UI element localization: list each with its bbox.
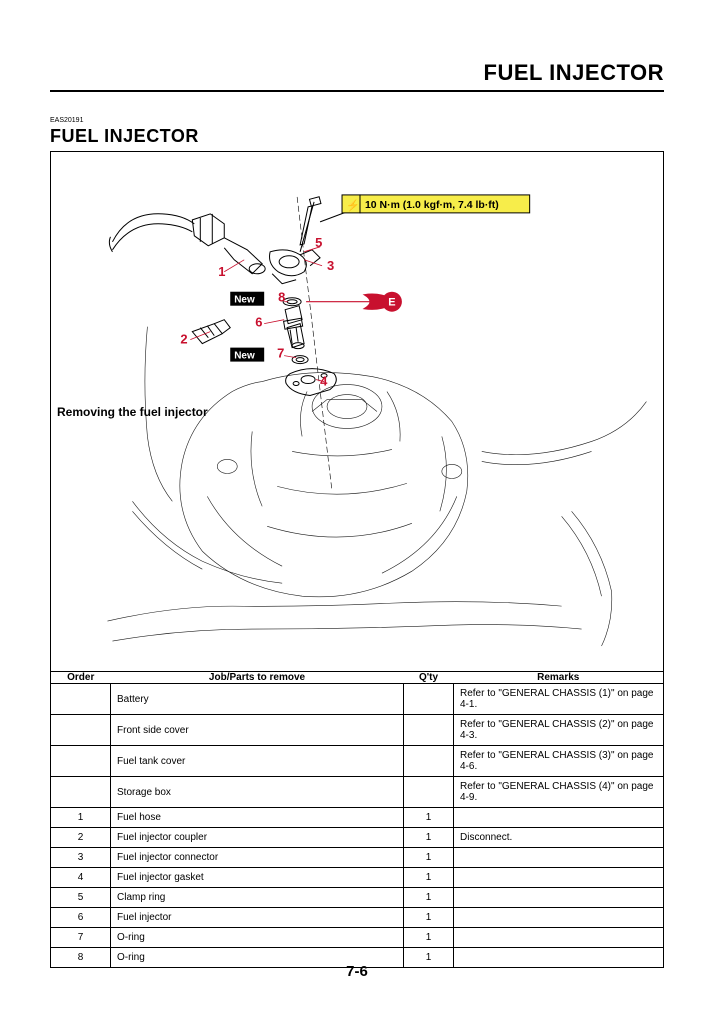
cell-order: 6 xyxy=(51,908,111,928)
cell-order xyxy=(51,684,111,715)
col-header-qty: Q'ty xyxy=(404,672,454,684)
cell-qty: 1 xyxy=(404,868,454,888)
cell-remarks xyxy=(454,908,664,928)
cell-job: Storage box xyxy=(111,777,404,808)
page: FUEL INJECTOR EAS20191 FUEL INJECTOR Rem… xyxy=(0,0,714,1010)
cell-order: 3 xyxy=(51,848,111,868)
section-title: FUEL INJECTOR xyxy=(50,126,664,147)
cell-job: Fuel injector xyxy=(111,908,404,928)
table-row: 3Fuel injector connector1 xyxy=(51,848,664,868)
cell-remarks xyxy=(454,868,664,888)
cell-job: Battery xyxy=(111,684,404,715)
engine-outline xyxy=(107,327,646,646)
cell-qty: 1 xyxy=(404,928,454,948)
cell-qty: 1 xyxy=(404,908,454,928)
coupler-drawing xyxy=(192,320,230,344)
cell-order: 5 xyxy=(51,888,111,908)
cell-remarks xyxy=(454,848,664,868)
cell-order: 7 xyxy=(51,928,111,948)
cell-job: O-ring xyxy=(111,928,404,948)
svg-text:⚡: ⚡ xyxy=(346,199,360,212)
table-row: Fuel tank cover Refer to "GENERAL CHASSIS… xyxy=(51,746,664,777)
cell-order xyxy=(51,746,111,777)
cell-qty: 1 xyxy=(404,828,454,848)
table-row: Storage box Refer to "GENERAL CHASSIS (4)… xyxy=(51,777,664,808)
cell-order: 4 xyxy=(51,868,111,888)
cell-qty: 1 xyxy=(404,808,454,828)
table-row: Front side cover Refer to "GENERAL CHASSI… xyxy=(51,715,664,746)
main-content-table: Removing the fuel injector ⚡ 10 N·m (1.0… xyxy=(50,151,664,968)
table-header-row: Order Job/Parts to remove Q'ty Remarks xyxy=(51,672,664,684)
cell-order: 1 xyxy=(51,808,111,828)
cell-order xyxy=(51,777,111,808)
connector-cluster xyxy=(270,250,321,284)
callout-number-3: 3 xyxy=(327,258,334,273)
cell-job: Fuel injector gasket xyxy=(111,868,404,888)
cell-remarks xyxy=(454,888,664,908)
table-row: 1Fuel hose1 xyxy=(51,808,664,828)
new-tag: New xyxy=(230,348,264,362)
cell-qty: 1 xyxy=(404,848,454,868)
cell-remarks xyxy=(454,928,664,948)
table-row: 2Fuel injector coupler1Disconnect. xyxy=(51,828,664,848)
callout-number-4: 4 xyxy=(320,374,328,389)
col-header-remarks: Remarks xyxy=(454,672,664,684)
cell-remarks: Refer to "GENERAL CHASSIS (3)" on page 4… xyxy=(454,746,664,777)
header-rule xyxy=(50,90,664,92)
callout-number-1: 1 xyxy=(218,264,225,279)
callout-number-2: 2 xyxy=(180,332,187,347)
table-row: 4Fuel injector gasket1 xyxy=(51,868,664,888)
cell-job: Fuel injector connector xyxy=(111,848,404,868)
cell-order xyxy=(51,715,111,746)
cell-qty xyxy=(404,715,454,746)
callout-number-8: 8 xyxy=(278,290,285,305)
cell-remarks: Refer to "GENERAL CHASSIS (2)" on page 4… xyxy=(454,715,664,746)
cell-order: 2 xyxy=(51,828,111,848)
cell-remarks xyxy=(454,808,664,828)
document-code: EAS20191 xyxy=(50,117,664,124)
table-row: Battery Refer to "GENERAL CHASSIS (1)" on… xyxy=(51,684,664,715)
diagram-cell: Removing the fuel injector ⚡ 10 N·m (1.0… xyxy=(51,152,664,672)
cell-job: Fuel injector coupler xyxy=(111,828,404,848)
torque-callout: ⚡ 10 N·m (1.0 kgf·m, 7.4 lb·ft) xyxy=(320,195,530,222)
cell-job: Fuel hose xyxy=(111,808,404,828)
torque-spec-text: 10 N·m (1.0 kgf·m, 7.4 lb·ft) xyxy=(365,200,499,211)
page-header-title: FUEL INJECTOR xyxy=(50,60,664,86)
cell-qty: 1 xyxy=(404,888,454,908)
table-row: 7O-ring1 xyxy=(51,928,664,948)
cell-job: Fuel tank cover xyxy=(111,746,404,777)
cell-job: Clamp ring xyxy=(111,888,404,908)
cell-qty xyxy=(404,684,454,715)
callout-number-5: 5 xyxy=(315,235,322,250)
svg-text:New: New xyxy=(234,295,255,306)
lubricant-e-callout: E xyxy=(306,292,402,312)
cell-remarks: Disconnect. xyxy=(454,828,664,848)
svg-text:New: New xyxy=(234,351,255,362)
col-header-order: Order xyxy=(51,672,111,684)
table-row: 5Clamp ring1 xyxy=(51,888,664,908)
col-header-job: Job/Parts to remove xyxy=(111,672,404,684)
injector-drawing xyxy=(284,306,305,349)
cell-qty xyxy=(404,746,454,777)
exploded-diagram: ⚡ 10 N·m (1.0 kgf·m, 7.4 lb·ft) xyxy=(51,152,663,671)
svg-text:E: E xyxy=(388,297,395,309)
callout-number-6: 6 xyxy=(255,315,262,330)
cell-job: Front side cover xyxy=(111,715,404,746)
cell-qty xyxy=(404,777,454,808)
fuel-hose-drawing xyxy=(109,214,265,274)
cell-remarks: Refer to "GENERAL CHASSIS (1)" on page 4… xyxy=(454,684,664,715)
cell-remarks: Refer to "GENERAL CHASSIS (4)" on page 4… xyxy=(454,777,664,808)
table-row: 6Fuel injector1 xyxy=(51,908,664,928)
callout-number-7: 7 xyxy=(277,346,284,361)
page-number: 7-6 xyxy=(0,963,714,980)
new-tag: New xyxy=(230,292,264,306)
